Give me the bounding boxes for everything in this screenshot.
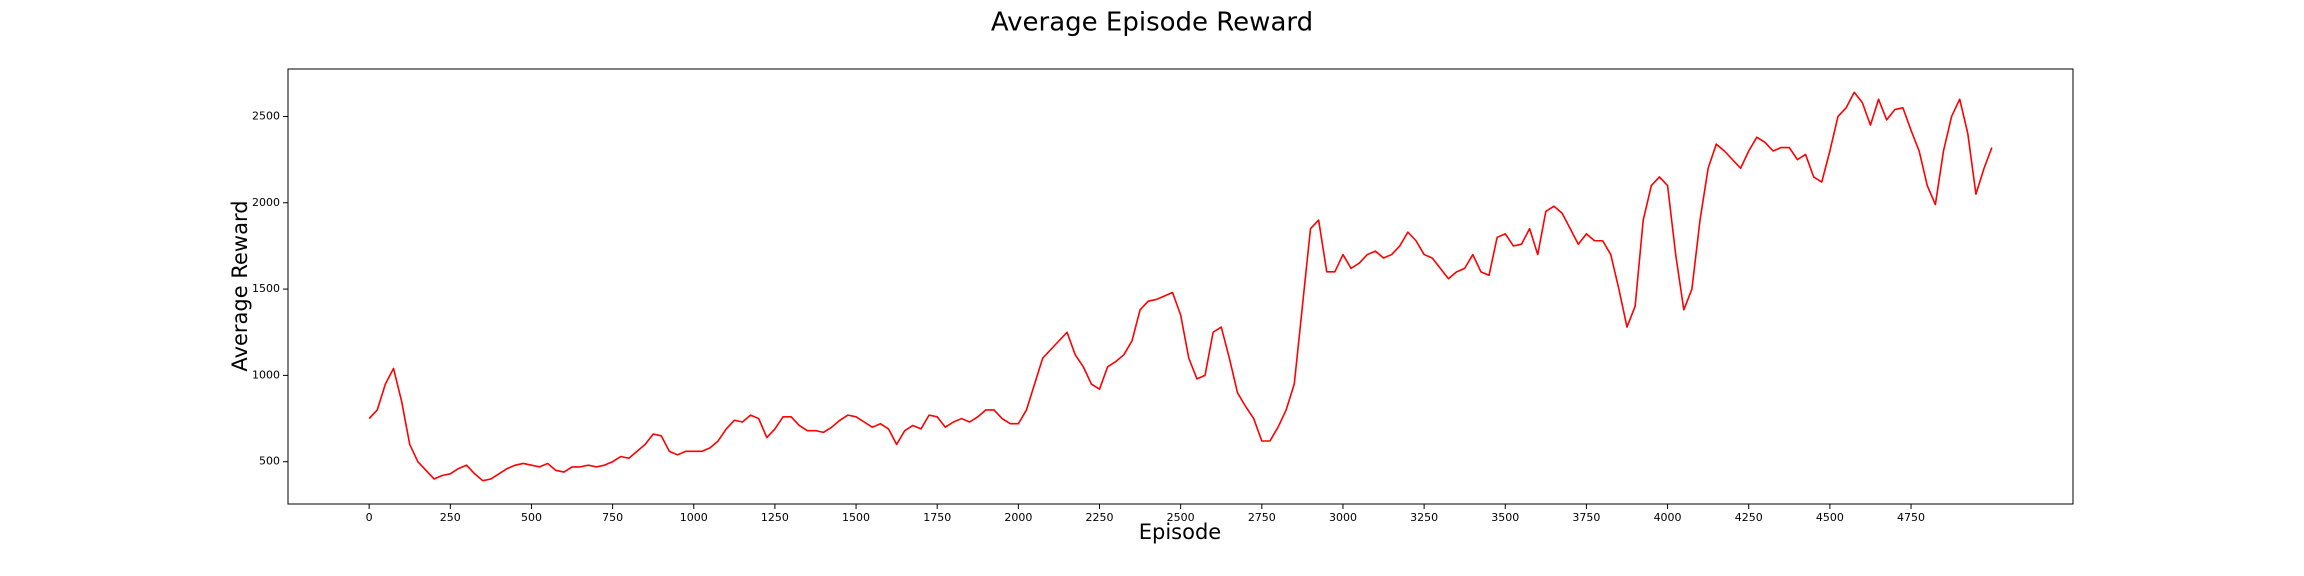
x-tick-label: 3750	[1572, 511, 1600, 524]
x-tick-label: 1500	[842, 511, 870, 524]
data-line	[368, 91, 1993, 482]
x-tick-label: 4000	[1654, 511, 1682, 524]
x-tick-label: 750	[602, 511, 623, 524]
x-axis-label: Episode	[1139, 520, 1221, 544]
x-tick-label: 3250	[1410, 511, 1438, 524]
x-tick-label: 1000	[680, 511, 708, 524]
x-tick-label: 2750	[1248, 511, 1276, 524]
plot-frame	[287, 68, 2074, 505]
y-tick-label: 2500	[252, 109, 280, 122]
x-tick-label: 1750	[923, 511, 951, 524]
x-tick-label: 500	[521, 511, 542, 524]
y-tick-label: 1500	[252, 282, 280, 295]
x-tick-label: 2000	[1004, 511, 1032, 524]
x-tick-label: 4500	[1816, 511, 1844, 524]
x-tick-label: 4750	[1897, 511, 1925, 524]
y-tick-label: 2000	[252, 196, 280, 209]
y-tick-label: 500	[259, 455, 280, 468]
x-tick-label: 3500	[1491, 511, 1519, 524]
y-tick-label: 1000	[252, 368, 280, 381]
x-tick-label: 3000	[1329, 511, 1357, 524]
y-axis-label: Average Reward	[228, 200, 252, 371]
x-tick-label: 0	[366, 511, 373, 524]
x-tick-label: 2500	[1167, 511, 1195, 524]
x-tick-label: 4250	[1735, 511, 1763, 524]
chart-title: Average Episode Reward	[991, 8, 1313, 38]
x-tick-label: 1250	[761, 511, 789, 524]
x-tick-label: 2250	[1086, 511, 1114, 524]
x-tick-label: 250	[440, 511, 461, 524]
